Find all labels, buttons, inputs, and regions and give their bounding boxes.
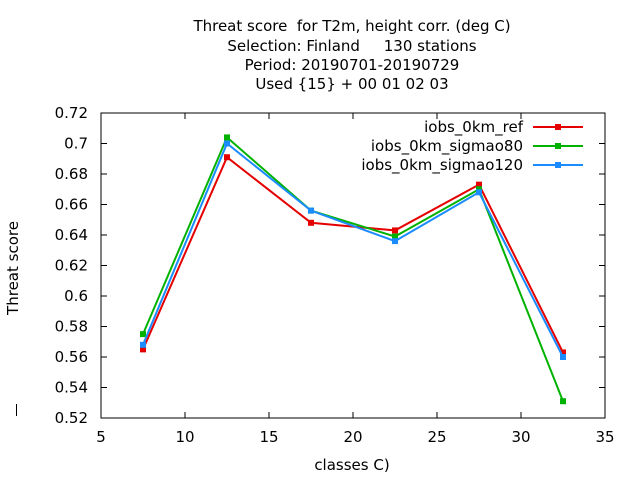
data-point	[560, 349, 566, 356]
stray-tick-mark	[16, 404, 17, 416]
y-axis-ticks: 0.52 0.54 0.56 0.58 0.6 0.62 0.64 0.66 0.68 0.7 0.…	[55, 104, 605, 427]
legend-label: iobs_0km_ref	[424, 118, 524, 137]
x-tick-label: 30	[511, 428, 530, 446]
x-axis-label: classes C)	[314, 456, 389, 474]
y-tick-label: 0.58	[55, 318, 88, 336]
y-tick-label: 0.6	[64, 287, 88, 305]
y-tick-label: 0.68	[55, 165, 88, 183]
chart-title-line-2: Selection: Finland 130 stations	[227, 37, 477, 55]
legend-label: iobs_0km_sigmao80	[371, 137, 523, 156]
y-tick-label: 0.64	[55, 226, 88, 244]
series-layer	[140, 134, 566, 405]
y-tick-label: 0.52	[55, 409, 88, 427]
y-tick-label: 0.62	[55, 257, 88, 275]
legend-marker	[555, 124, 561, 130]
data-point	[392, 227, 398, 234]
data-point	[392, 233, 398, 240]
y-axis-label: Threat score	[4, 221, 22, 316]
series-iobs_0km_sigmao80	[140, 134, 566, 405]
y-tick-label: 0.66	[55, 196, 88, 214]
data-point	[476, 189, 482, 196]
data-point	[560, 354, 566, 360]
chart-title-line-1: Threat score for T2m, height corr. (deg …	[193, 17, 511, 35]
data-point	[476, 181, 482, 188]
data-point	[224, 154, 230, 161]
x-tick-label: 35	[595, 428, 614, 446]
legend-entry: iobs_0km_sigmao80	[371, 137, 583, 156]
x-axis-ticks: 5 10 15 20 25 30 35	[96, 113, 615, 446]
data-point	[560, 398, 566, 405]
y-tick-label: 0.56	[55, 348, 88, 366]
legend-entry: iobs_0km_sigmao120	[361, 156, 583, 175]
legend-marker	[555, 162, 561, 168]
data-point	[224, 134, 230, 141]
legend-label: iobs_0km_sigmao120	[361, 156, 523, 175]
series-line	[142, 141, 564, 358]
data-point	[140, 331, 146, 338]
data-point	[476, 186, 482, 193]
data-point	[308, 219, 314, 226]
data-point	[140, 341, 146, 348]
chart-title-line-4: Used {15} + 00 01 02 03	[255, 75, 449, 93]
chart-legend: iobs_0km_refiobs_0km_sigmao80iobs_0km_si…	[361, 118, 583, 175]
y-tick-label: 0.72	[55, 104, 88, 122]
data-point	[140, 346, 146, 353]
x-tick-label: 5	[96, 428, 106, 446]
x-tick-label: 15	[259, 428, 278, 446]
x-tick-label: 10	[175, 428, 194, 446]
data-point	[392, 238, 398, 245]
x-tick-label: 20	[343, 428, 362, 446]
chart-title-line-3: Period: 20190701-20190729	[244, 56, 460, 74]
y-tick-label: 0.54	[55, 379, 88, 397]
data-point	[224, 140, 230, 147]
series-iobs_0km_sigmao120	[140, 140, 566, 360]
series-line	[142, 135, 564, 402]
x-tick-label: 25	[427, 428, 446, 446]
y-tick-label: 0.7	[64, 135, 88, 153]
legend-marker	[555, 143, 561, 149]
series-iobs_0km_ref	[140, 154, 566, 356]
legend-entry: iobs_0km_ref	[424, 118, 583, 137]
data-point	[308, 207, 314, 214]
